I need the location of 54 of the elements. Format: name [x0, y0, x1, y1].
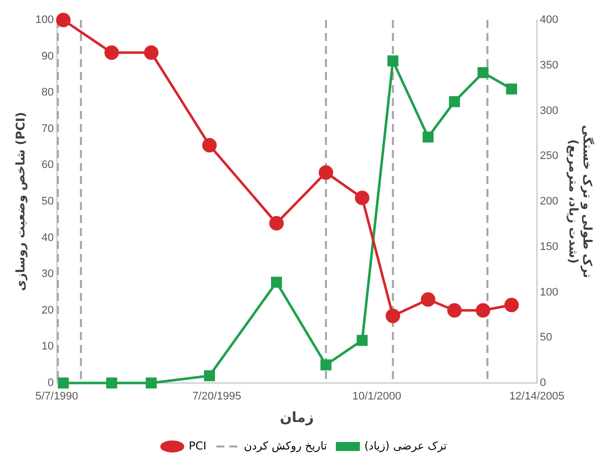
y2-tick-label: 150 — [540, 240, 558, 253]
point — [476, 303, 490, 318]
point — [356, 334, 368, 346]
legend-label: PCI — [188, 439, 206, 452]
point — [504, 298, 519, 312]
x-tick-label: 5/7/1990 — [35, 390, 78, 403]
y-tick-label: 60 — [42, 159, 54, 172]
y-tick-label: 10 — [42, 340, 54, 353]
point — [106, 378, 118, 388]
y2-axis-title: ترک طولی و ترک خستگی (شدت زیاد، مترمربع) — [566, 124, 595, 278]
y-tick-label: 90 — [42, 50, 54, 62]
point — [318, 165, 334, 180]
point — [104, 45, 119, 60]
point — [386, 308, 400, 324]
x-tick-label: 7/20/1995 — [192, 390, 242, 403]
x-axis-title: زمان — [280, 410, 314, 426]
point — [269, 216, 284, 231]
y2-tick-label: 400 — [540, 14, 558, 26]
y2-tick-label: 100 — [540, 286, 558, 298]
y-tick-label: 50 — [42, 196, 54, 208]
point — [420, 292, 436, 307]
legend-label: ترک عرضی (زیاد) — [364, 439, 447, 452]
y-tick-label: 30 — [42, 268, 54, 280]
y2-tick-label: 300 — [540, 104, 558, 117]
point — [422, 132, 434, 143]
point — [204, 370, 215, 382]
x-tick-label: 12/14/2005 — [509, 390, 564, 403]
point — [447, 303, 462, 318]
point — [56, 12, 71, 28]
point — [320, 359, 332, 370]
point — [144, 45, 159, 60]
point — [478, 67, 489, 78]
x-tick-label: 10/1/2000 — [352, 390, 402, 403]
point — [448, 96, 460, 108]
y2-tick-label: 350 — [540, 59, 558, 72]
y-tick-label: 70 — [42, 122, 54, 135]
point — [354, 190, 370, 206]
point — [271, 276, 282, 288]
point — [506, 83, 518, 94]
point — [58, 378, 69, 388]
y-tick-label: 0 — [48, 377, 54, 390]
y2-tick-label: 250 — [540, 150, 558, 162]
y-tick-label: 80 — [42, 86, 54, 99]
y-tick-label: 20 — [42, 304, 54, 316]
point — [202, 138, 217, 152]
y-tick-label: 40 — [42, 232, 54, 244]
y2-tick-label: 200 — [540, 196, 558, 208]
legend-label: تاریخ روکش کردن — [244, 439, 327, 452]
point — [387, 55, 398, 66]
y2-tick-label: 50 — [540, 332, 552, 344]
y-axis-title: شاخص وضعیت روسازی (PCI) — [13, 112, 28, 291]
point — [146, 378, 157, 388]
y-tick-label: 100 — [35, 14, 54, 26]
y2-tick-label: 0 — [540, 377, 546, 390]
